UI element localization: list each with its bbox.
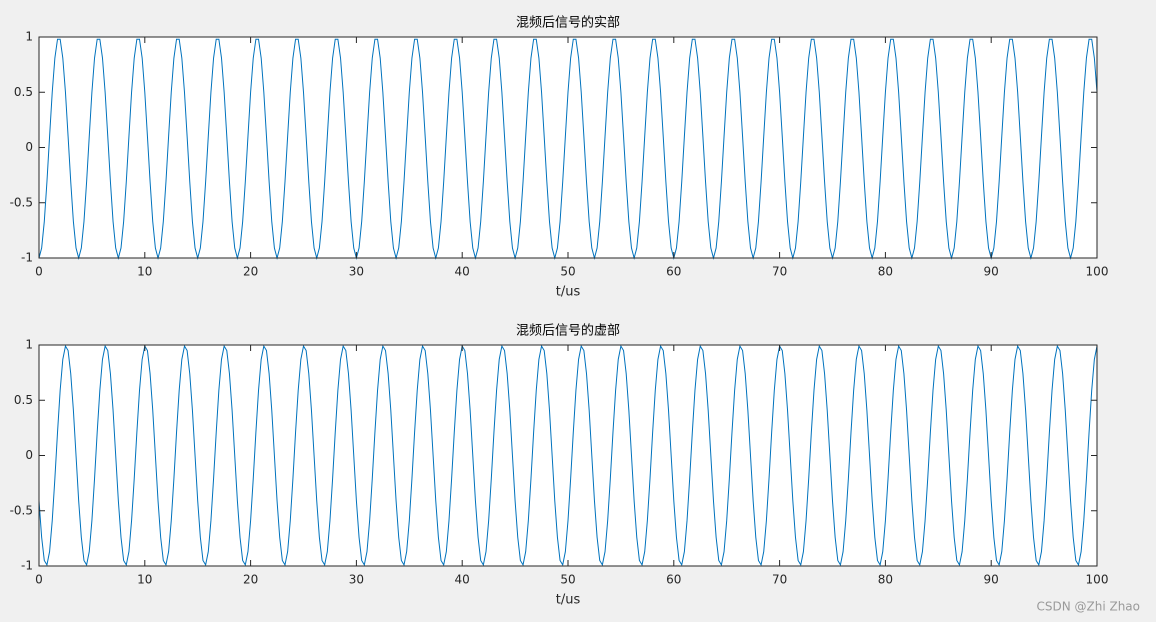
plot-area xyxy=(39,345,1097,566)
x-tick-label: 30 xyxy=(349,573,364,587)
x-tick-label: 20 xyxy=(243,573,258,587)
x-tick-label: 10 xyxy=(137,573,152,587)
y-tick-label: 1 xyxy=(25,30,33,44)
x-tick-label: 40 xyxy=(455,265,470,279)
x-tick-label: 60 xyxy=(666,573,681,587)
x-tick-label: 0 xyxy=(35,265,43,279)
x-tick-label: 60 xyxy=(666,265,681,279)
x-tick-label: 40 xyxy=(455,573,470,587)
x-tick-label: 50 xyxy=(560,265,575,279)
chart-title: 混频后信号的实部 xyxy=(516,15,620,31)
x-tick-label: 100 xyxy=(1086,265,1109,279)
x-tick-label: 90 xyxy=(984,573,999,587)
x-tick-label: 0 xyxy=(35,573,43,587)
x-tick-label: 80 xyxy=(878,573,893,587)
y-tick-label: -1 xyxy=(21,251,33,265)
x-tick-label: 90 xyxy=(984,265,999,279)
chart-title: 混频后信号的虚部 xyxy=(516,323,620,339)
watermark: CSDN @Zhi Zhao xyxy=(1036,600,1140,614)
x-tick-label: 50 xyxy=(560,573,575,587)
line-series xyxy=(38,344,1098,567)
y-tick-label: -0.5 xyxy=(10,195,33,209)
x-tick-label: 20 xyxy=(243,265,258,279)
y-tick-label: 0 xyxy=(25,140,33,154)
plot-area xyxy=(39,37,1097,258)
line-series xyxy=(38,38,1098,260)
x-tick-label: 10 xyxy=(137,265,152,279)
x-tick-label: 70 xyxy=(772,265,787,279)
x-axis-label: t/us xyxy=(556,593,581,608)
y-tick-label: 0.5 xyxy=(14,393,33,407)
y-tick-label: 0.5 xyxy=(14,85,33,99)
y-tick-label: -1 xyxy=(21,559,33,573)
x-axis-label: t/us xyxy=(556,285,581,300)
x-tick-label: 30 xyxy=(349,265,364,279)
y-tick-label: 1 xyxy=(25,338,33,352)
y-tick-label: -0.5 xyxy=(10,503,33,517)
y-tick-label: 0 xyxy=(25,448,33,462)
x-tick-label: 80 xyxy=(878,265,893,279)
x-tick-label: 70 xyxy=(772,573,787,587)
x-tick-label: 100 xyxy=(1086,573,1109,587)
